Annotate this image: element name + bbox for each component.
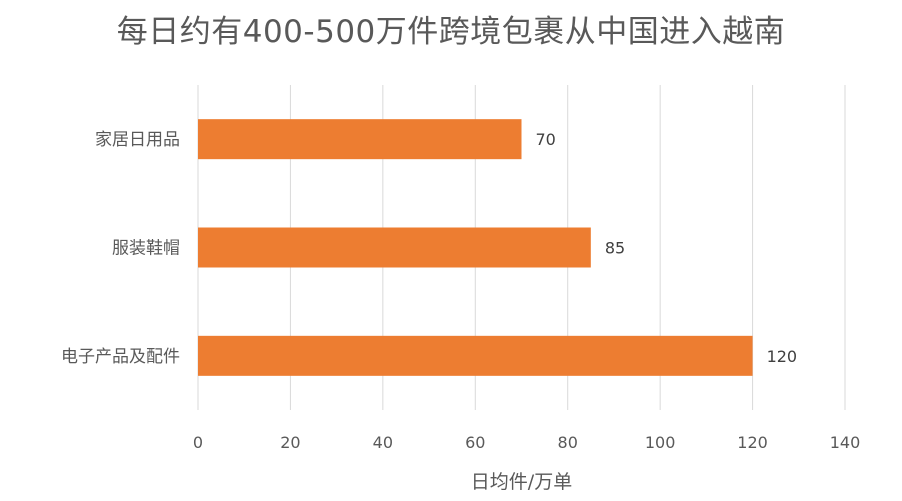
bar	[198, 227, 591, 268]
bar-data-label: 85	[605, 239, 625, 258]
category-label: 服装鞋帽	[112, 239, 180, 259]
x-tick-label: 120	[737, 433, 768, 452]
bar-data-label: 70	[536, 130, 556, 149]
x-tick-label: 40	[373, 433, 393, 452]
bar-data-label: 120	[767, 347, 798, 366]
chart-title: 每日约有400-500万件跨境包裹从中国进入越南	[116, 14, 786, 50]
x-tick-label: 20	[280, 433, 300, 452]
x-tick-label: 60	[465, 433, 485, 452]
x-tick-labels: 0 20 40 60 80 100 120 140	[193, 433, 860, 452]
x-tick-label: 0	[193, 433, 203, 452]
bars	[198, 119, 753, 376]
category-label: 电子产品及配件	[61, 347, 180, 367]
x-tick-label: 80	[558, 433, 578, 452]
bar	[198, 119, 522, 160]
x-axis-title: 日均件/万单	[471, 471, 572, 493]
x-tick-label: 140	[830, 433, 861, 452]
x-tick-label: 100	[645, 433, 676, 452]
bar	[198, 335, 753, 376]
data-labels: 70 85 120	[536, 130, 798, 366]
category-label: 家居日用品	[95, 130, 180, 150]
